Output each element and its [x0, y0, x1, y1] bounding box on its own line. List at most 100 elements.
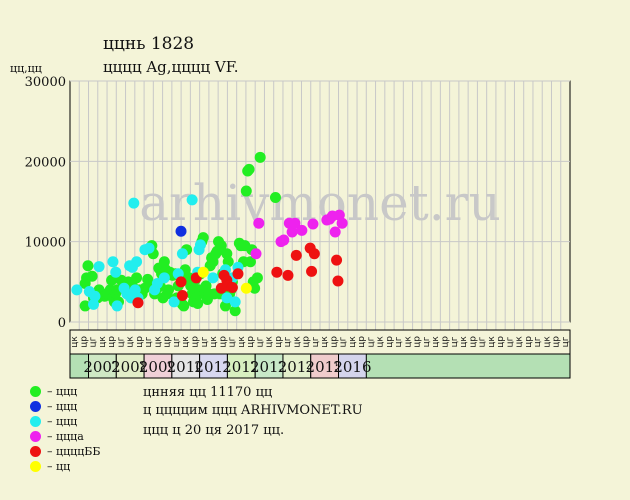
y-axis-unit: цц,цц [10, 62, 42, 75]
watermark: arhivmonet.ru [139, 174, 501, 232]
data-point [192, 298, 204, 310]
quarter-label: цк [320, 336, 330, 348]
y-tick-label: 10000 [25, 236, 66, 251]
legend-item: – цццa [30, 430, 84, 443]
data-point [158, 272, 170, 284]
quarter-label: цр [218, 336, 228, 348]
year-cell [199, 353, 228, 379]
quarter-label: цг [89, 336, 99, 347]
year-label: 2010 [167, 358, 205, 376]
legend-label: – ццццББ [47, 445, 101, 458]
quarter-label: цк [459, 336, 469, 348]
data-point [240, 282, 252, 294]
data-point [107, 256, 119, 268]
data-point [132, 297, 144, 309]
quarter-row [69, 329, 571, 355]
quarter-label: цк [403, 336, 413, 348]
data-point [232, 268, 244, 280]
quarter-label: цг [283, 336, 293, 347]
year-cell [282, 353, 312, 379]
year-cell [338, 353, 367, 379]
legend-label: – цццa [47, 430, 84, 443]
legend-marker [30, 461, 41, 472]
quarter-label: цр [496, 336, 506, 348]
quarter-label: цк [237, 336, 247, 348]
data-point [329, 226, 341, 238]
quarter-label: цр [385, 336, 395, 348]
legend-item: – цц [30, 460, 70, 473]
legend-label: – ццц [47, 385, 78, 398]
quarter-label: цг [561, 336, 571, 347]
year-cell [310, 353, 340, 379]
data-point [128, 197, 140, 209]
year-cell [226, 353, 256, 379]
quarter-label: цк [126, 336, 136, 348]
quarter-label: цг [505, 336, 515, 347]
quarter-label: цр [468, 336, 478, 348]
quarter-label: цр [357, 336, 367, 348]
data-point [271, 266, 283, 278]
data-point [194, 239, 206, 251]
quarter-label: цк [487, 336, 497, 348]
data-point [131, 272, 143, 284]
data-point [282, 269, 294, 281]
data-point [229, 305, 241, 317]
quarter-label: цг [366, 336, 376, 347]
quarter-label: цг [144, 336, 154, 347]
year-cell [254, 353, 284, 379]
data-point [331, 254, 343, 266]
quarter-label: цр [107, 336, 117, 348]
quarter-label: цк [181, 336, 191, 348]
data-point [289, 217, 301, 229]
quarter-label: цр [329, 336, 339, 348]
quarter-label: цк [70, 336, 80, 348]
year-label: 2011 [194, 358, 232, 376]
data-point [229, 296, 241, 308]
y-tick-label: 30000 [25, 75, 66, 90]
y-tick-label: 0 [58, 316, 66, 331]
legend-marker [30, 416, 41, 427]
year-label: 2014 [278, 358, 316, 376]
legend-label: – ццц [47, 415, 78, 428]
legend-marker [30, 386, 41, 397]
data-point [207, 272, 219, 284]
quarter-label: цк [376, 336, 386, 348]
data-point [175, 276, 187, 288]
data-point [82, 260, 94, 272]
quarter-label: цр [524, 336, 534, 348]
data-point [186, 194, 198, 206]
data-point [286, 226, 298, 238]
quarter-label: цг [200, 336, 210, 347]
quarter-label: цг [116, 336, 126, 347]
data-point [143, 242, 155, 254]
quarter-label: цр [135, 336, 145, 348]
year-label: 2007 [83, 358, 121, 376]
chart-title: ццнь 1828 [103, 34, 195, 54]
legend-item: – ццц [30, 400, 77, 413]
year-label: 2015 [306, 358, 344, 376]
data-point [332, 275, 344, 287]
data-point [249, 282, 261, 294]
quarter-label: цк [98, 336, 108, 348]
data-point [176, 248, 188, 260]
data-point [296, 224, 308, 236]
quarter-label: цг [422, 336, 432, 347]
quarter-label: цр [441, 336, 451, 348]
quarter-label: цр [302, 336, 312, 348]
note-line-1: цнняя цц 11170 цц [143, 385, 273, 400]
data-point [251, 272, 263, 284]
legend-item: – ццц [30, 415, 77, 428]
data-point [221, 292, 233, 304]
quarter-label: цр [274, 336, 284, 348]
data-point [269, 191, 281, 203]
legend-label: – ццц [47, 400, 78, 413]
year-label: 2009 [139, 358, 177, 376]
data-point [254, 151, 266, 163]
legend-item: – ццц [30, 385, 77, 398]
year-cell [88, 353, 117, 379]
data-point [178, 300, 190, 312]
y-tick-label: 20000 [25, 155, 66, 170]
data-point [308, 248, 320, 260]
data-point [336, 217, 348, 229]
